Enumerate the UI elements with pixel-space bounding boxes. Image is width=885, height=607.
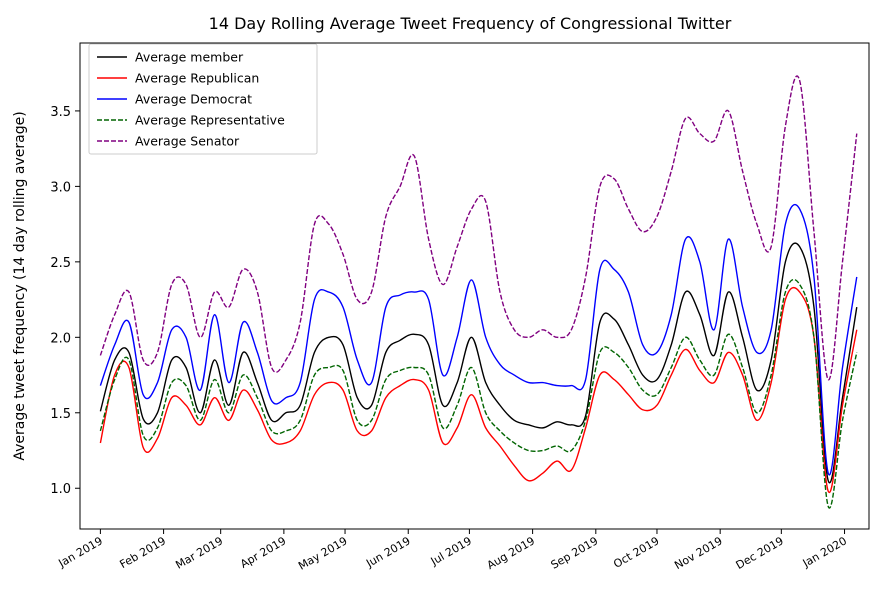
- legend-label: Average Representative: [135, 113, 285, 128]
- legend-label: Average Democrat: [135, 92, 252, 107]
- legend-box: [88, 43, 318, 155]
- axes-frame: [79, 42, 870, 530]
- y-tick-label: 1.5: [50, 407, 71, 422]
- y-tick-label: 1.0: [50, 482, 71, 497]
- y-tick-label: 2.5: [50, 256, 71, 271]
- y-axis: 1.0 1.5 2.0 2.5 3.0 3.5: [50, 105, 80, 497]
- legend-label: Average member: [135, 50, 244, 65]
- series-line-average-representative: [99, 278, 858, 509]
- series-line-average-senator: [99, 75, 858, 381]
- series-layer: [99, 75, 858, 509]
- legend-label: Average Republican: [135, 71, 259, 86]
- y-tick-label: 2.0: [50, 331, 71, 346]
- series-line-average-democrat: [99, 203, 858, 476]
- y-axis-label: Average tweet frequency (14 day rolling …: [12, 111, 28, 460]
- chart-title: 14 Day Rolling Average Tweet Frequency o…: [209, 14, 732, 33]
- y-tick-label: 3.5: [50, 105, 71, 120]
- legend-label: Average Senator: [135, 134, 240, 149]
- series-line-average-republican: [99, 286, 858, 494]
- y-tick-label: 3.0: [50, 180, 71, 195]
- legend: Average member Average Republican Average …: [88, 43, 318, 155]
- series-line-average-member: [99, 242, 858, 484]
